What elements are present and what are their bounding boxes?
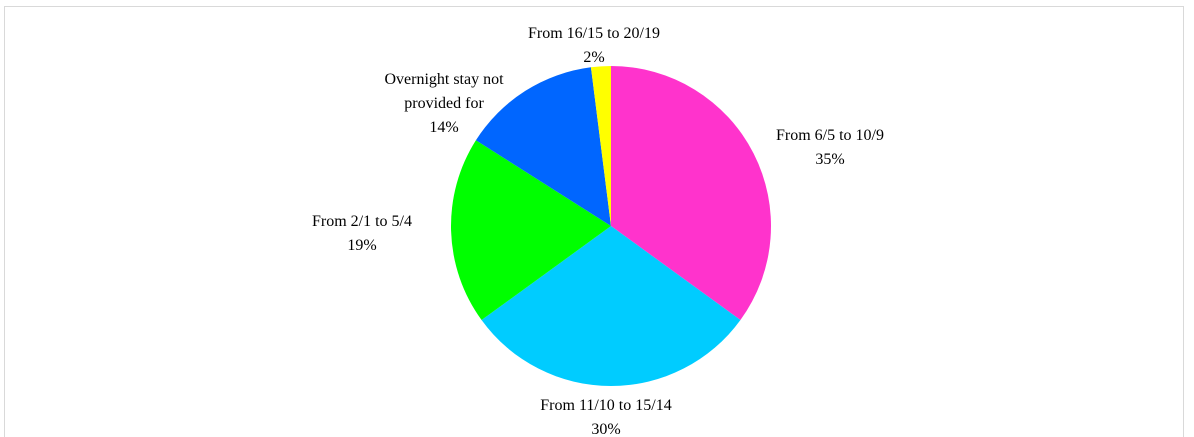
slice-label: From 16/15 to 20/19 2% — [494, 22, 694, 70]
value-label: 2% — [583, 49, 605, 66]
pie-slice — [450, 140, 611, 321]
category-label: From 11/10 to 15/14 — [540, 397, 672, 414]
pie-slice — [611, 66, 771, 321]
value-label: 19% — [347, 237, 377, 254]
slice-label: Overnight stay not provided for 14% — [369, 68, 519, 140]
category-label: From 6/5 to 10/9 — [775, 127, 884, 144]
value-label: 14% — [429, 119, 459, 136]
category-label: From 16/15 to 20/19 — [527, 25, 660, 42]
value-label: 30% — [591, 421, 621, 437]
slice-label: From 6/5 to 10/9 35% — [730, 124, 930, 172]
slice-label: From 2/1 to 5/4 19% — [262, 210, 462, 258]
category-label: From 2/1 to 5/4 — [311, 213, 412, 230]
chart-frame — [4, 6, 1184, 437]
pie-slice — [590, 66, 611, 226]
pie-slice — [481, 226, 741, 387]
pie-slice — [475, 67, 611, 226]
value-label: 35% — [815, 151, 845, 168]
category-label: Overnight stay not provided for — [384, 71, 504, 112]
slice-label: From 11/10 to 15/14 30% — [496, 394, 716, 437]
